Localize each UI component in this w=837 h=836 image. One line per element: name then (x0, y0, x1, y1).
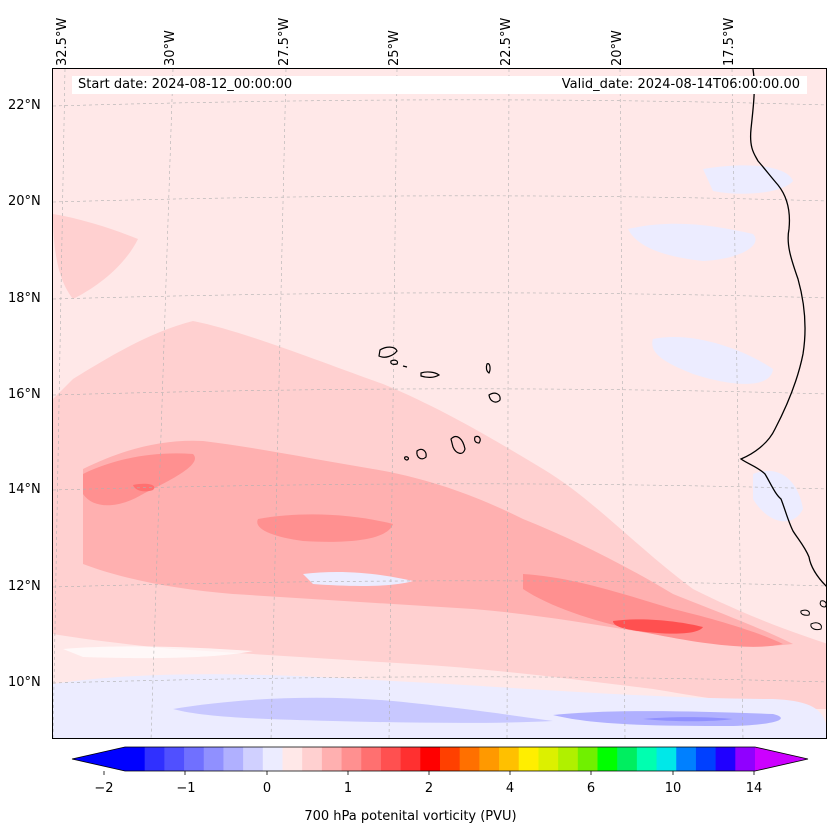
colorbar-swatch (164, 747, 185, 771)
cb-tick-neg1: −1 (176, 781, 196, 796)
colorbar-swatch (735, 747, 756, 771)
island-sal (485, 363, 491, 374)
colorbar-swatch (420, 747, 441, 771)
colorbar-swatch (321, 747, 343, 771)
colorbar-swatch (656, 747, 677, 771)
field-salmon-core-mid (257, 514, 393, 542)
island-santiago (450, 436, 466, 454)
colorbar-over-triangle (755, 747, 808, 771)
colorbar-swatch (558, 747, 579, 771)
colorbar-swatch (184, 747, 205, 771)
cb-tick-14: 14 (745, 781, 763, 796)
colorbar-swatch (636, 747, 658, 771)
colorbar-swatch (125, 747, 146, 771)
colorbar-swatch (499, 747, 520, 771)
date-info-box: Start date: 2024-08-12_00:00:00 Valid_da… (72, 76, 807, 94)
colorbar-swatch (440, 747, 461, 771)
cb-tick-4: 4 (505, 781, 515, 796)
field-lightblue-patch-e (628, 223, 756, 261)
field-red-core (613, 619, 703, 634)
lat-label-14n: 14°N (8, 482, 41, 497)
cb-tick-neg2: −2 (94, 781, 114, 796)
lat-label-16n: 16°N (8, 387, 41, 402)
lon-label-25w: 25°W (387, 30, 402, 66)
island-maio (474, 435, 481, 444)
lat-label-22n: 22°N (8, 98, 41, 113)
map-panel (52, 68, 827, 739)
colorbar-swatch (676, 747, 697, 771)
island-santo-antao (378, 346, 398, 358)
colorbar-swatch (695, 747, 717, 771)
island-brava (404, 456, 410, 461)
lon-label-22-5w: 22.5°W (499, 17, 514, 66)
coast-bijagos-1 (800, 609, 810, 616)
colorbar-swatch (577, 747, 598, 771)
colorbar-swatch (262, 747, 283, 771)
colorbar-swatch (144, 747, 165, 771)
field-lightblue-streak-2 (63, 646, 253, 659)
field-lightblue-patch-se (652, 337, 773, 384)
field-blue-band-west (173, 697, 553, 723)
island-sao-vicente (390, 359, 399, 365)
cb-tick-6: 6 (586, 781, 596, 796)
cb-tick-1: 1 (343, 781, 353, 796)
africa-coastline (739, 69, 826, 587)
colorbar-swatch (361, 747, 382, 771)
colorbar-swatch (282, 747, 303, 771)
lat-label-10n: 10°N (8, 675, 41, 690)
coast-bijagos-2 (810, 622, 822, 631)
lat-label-12n: 12°N (8, 579, 41, 594)
colorbar-swatch (538, 747, 559, 771)
field-salmon-core-west (83, 453, 195, 506)
colorbar-swatch (341, 747, 362, 771)
colorbar-label: 700 hPa potenital vorticity (PVU) (304, 809, 517, 824)
coast-bijagos-3 (819, 600, 826, 608)
colorbar-swatch (479, 747, 500, 771)
cb-tick-10: 10 (664, 781, 682, 796)
colorbar-swatch (243, 747, 264, 771)
lon-label-30w: 30°W (163, 30, 178, 66)
colorbar-swatch (617, 747, 638, 771)
colorbar (71, 746, 809, 775)
colorbar-outline (71, 746, 809, 772)
colorbar-swatch (380, 747, 402, 771)
colorbar-swatch (715, 747, 736, 771)
island-fogo (416, 448, 427, 460)
island-boa-vista (488, 392, 501, 403)
colorbar-swatch (302, 747, 323, 771)
lat-label-20n: 20°N (8, 194, 41, 209)
field-pink-nw (53, 214, 138, 299)
colorbar-swatch (400, 747, 421, 771)
colorbar-swatch (597, 747, 618, 771)
colorbar-swatch (223, 747, 244, 771)
colorbar-swatch (203, 747, 224, 771)
island-santa-luzia (402, 365, 408, 368)
lon-label-17-5w: 17.5°W (722, 17, 737, 66)
cb-tick-0: 0 (262, 781, 272, 796)
field-blue-band-east-core (643, 717, 733, 722)
colorbar-swatch (459, 747, 480, 771)
island-sao-nicolau (420, 371, 441, 378)
cape-verde-islands (378, 346, 501, 461)
cb-tick-2: 2 (424, 781, 434, 796)
lon-label-27-5w: 27.5°W (277, 17, 292, 66)
lon-label-20w: 20°W (610, 30, 625, 66)
colorbar-swatch (518, 747, 539, 771)
start-date-label: Start date: 2024-08-12_00:00:00 (78, 77, 293, 92)
valid-date-label: Valid_date: 2024-08-14T06:00:00.00 (561, 77, 800, 92)
colorbar-under-triangle (72, 747, 125, 771)
lon-label-32-5w: 32.5°W (55, 17, 70, 66)
pv-field-map (53, 69, 826, 738)
field-lightblue-patch-ne (703, 165, 793, 194)
lat-label-18n: 18°N (8, 291, 41, 306)
field-salmon-core-east (523, 574, 783, 647)
field-lightblue-streak-1 (303, 571, 413, 586)
gridlines (53, 69, 826, 738)
